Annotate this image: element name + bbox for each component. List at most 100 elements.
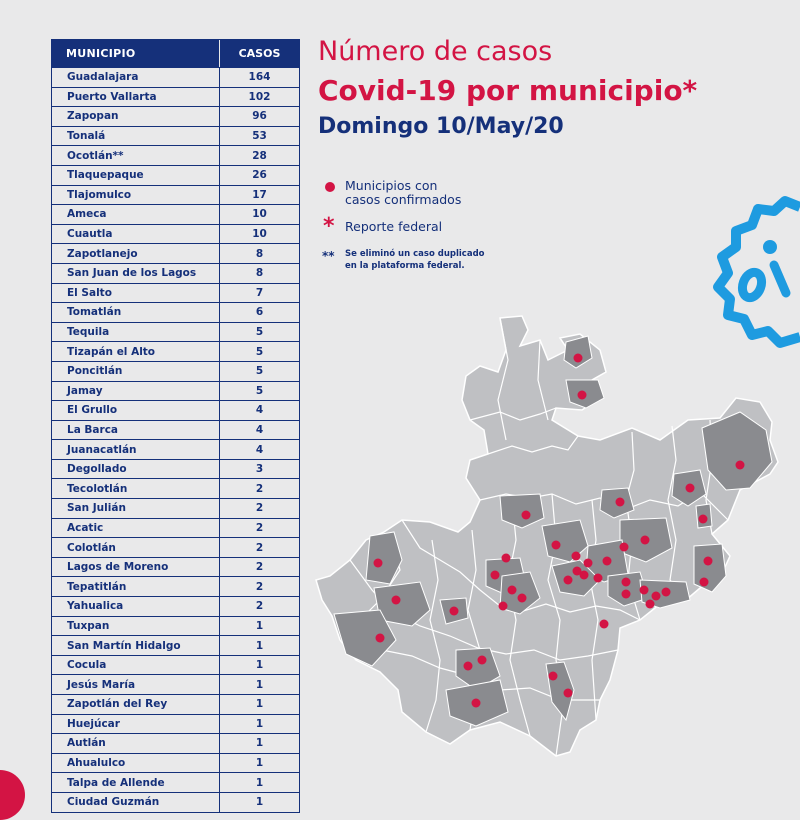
map-marker [615,497,625,507]
municipio-name: Yahualica [67,600,124,613]
map-marker [698,514,708,524]
map-marker [563,575,573,585]
municipio-name: Colotlán [67,541,116,554]
municipio-name: Tomatlán [67,306,122,319]
case-count: 1 [219,655,299,675]
municipio-name: Tonalá [67,130,106,143]
map-marker [521,510,531,520]
table-row: Zapotlanejo 8 [52,243,299,263]
table-row: Tizapán el Alto 5 [52,341,299,361]
table-row: Zapotlán del Rey 1 [52,694,299,714]
map-marker [685,483,695,493]
municipio-name: La Barca [67,423,119,436]
table-row: Yahualica 2 [52,596,299,616]
municipio-name: Guadalajara [67,71,139,84]
case-count: 5 [219,342,299,361]
map-marker [699,577,709,587]
table-row: Tequila 5 [52,321,299,342]
table-row: Colotlán 2 [52,537,299,557]
table-row: Zapopan 96 [52,106,299,126]
municipio-name: Tequila [67,326,110,339]
map-marker [373,558,383,568]
case-count: 5 [219,361,299,381]
map-marker [548,671,558,681]
municipio-name: Tepatitlán [67,580,127,593]
map-marker [577,390,587,400]
municipio-name: Acatic [67,521,104,534]
map-marker [639,585,649,595]
case-count: 1 [219,675,299,694]
map-marker [571,551,581,561]
table-header: MUNICIPIO CASOS [52,40,299,67]
map-marker [551,540,561,550]
table-row: Jesús María 1 [52,674,299,694]
map-marker [463,661,473,671]
table-row: Degollado 3 [52,458,299,479]
case-count: 8 [219,263,299,283]
case-count: 2 [219,479,299,499]
table-row: Ameca 10 [52,204,299,224]
table-row: Acatic 2 [52,517,299,538]
case-count: 28 [219,146,299,165]
map-marker [517,593,527,603]
table-row: Tuxpan 1 [52,615,299,636]
map-marker [449,606,459,616]
municipio-name: Huejúcar [67,717,120,730]
table-row: El Grullo 4 [52,400,299,420]
case-count: 3 [219,459,299,479]
case-count: 2 [219,557,299,577]
table-row: Ahualulco 1 [52,752,299,773]
table-row: San Julián 2 [52,498,299,518]
table-row: Cocula 1 [52,654,299,675]
legend-note-line1: Se eliminó un caso duplicado [345,249,485,259]
municipio-name: Zapopan [67,110,119,123]
map-marker [593,573,603,583]
table-row: La Barca 4 [52,419,299,440]
case-count: 2 [219,499,299,518]
table-row: Autlán 1 [52,733,299,753]
case-count: 4 [219,420,299,440]
municipio-name: Degollado [67,463,127,476]
map-marker [599,619,609,629]
title-line-1: Número de casos [318,36,553,67]
municipio-name: Ocotlán** [67,149,124,162]
table-row: Tonalá 53 [52,125,299,146]
municipio-name: San Juan de los Lagos [67,267,197,280]
municipio-name: Poncitlán [67,365,123,378]
municipio-name: San Martín Hidalgo [67,639,181,652]
map-marker [501,553,511,563]
case-count: 7 [219,283,299,303]
table-row: Jamay 5 [52,380,299,401]
map-marker [490,570,500,580]
table-row: Tlaquepaque 26 [52,164,299,185]
municipio-name: Jamay [67,384,103,397]
map-marker [572,566,582,576]
map-marker [661,587,671,597]
map-marker [391,595,401,605]
map-marker [621,589,631,599]
case-count: 1 [219,695,299,714]
table-row: Ocotlán** 28 [52,145,299,165]
map-marker [645,599,655,609]
table-row: Cuautla 10 [52,223,299,244]
legend-confirmed-line1: Municipios con [345,178,438,193]
municipio-name: Ameca [67,208,107,221]
municipio-name: San Julián [67,502,126,515]
case-count: 26 [219,165,299,185]
case-count: 4 [219,401,299,420]
case-count: 1 [219,753,299,773]
municipio-name: El Salto [67,286,112,299]
date-title: Domingo 10/May/20 [318,114,564,139]
asterisk-icon: * [323,214,335,239]
case-count: 1 [219,773,299,792]
case-count: 8 [219,244,299,263]
map-marker [735,460,745,470]
case-count: 5 [219,381,299,401]
map-marker [583,558,593,568]
column-header-municipio: MUNICIPIO [66,47,136,60]
case-count: 10 [219,205,299,224]
double-asterisk-icon: ** [322,249,335,263]
case-count: 2 [219,518,299,538]
table-row: Tepatitlán 2 [52,576,299,597]
case-count: 6 [219,303,299,322]
